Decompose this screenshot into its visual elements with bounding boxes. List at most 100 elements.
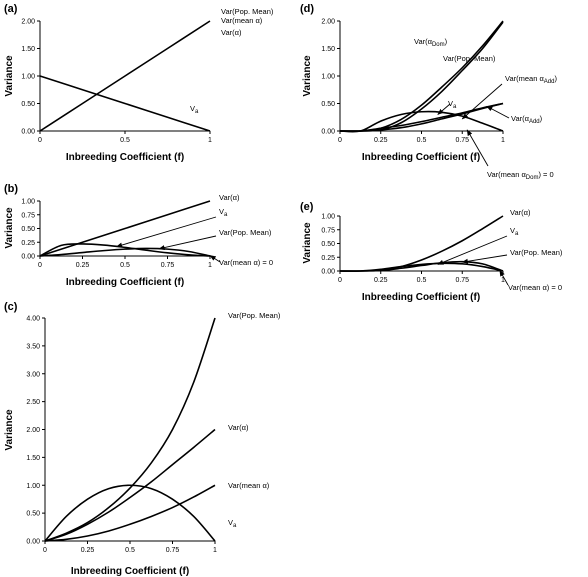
y-tick-label-e: 0.00 [321, 269, 335, 276]
annotation-d_ann_meandom: Var(mean αDom) = 0 [487, 170, 554, 181]
x-axis-label-b: Inbreeding Coefficient (f) [66, 277, 184, 288]
annotation-arrow-e_ann_meanzero [499, 269, 509, 286]
panel-label-a: (a) [4, 3, 18, 15]
panel-label-c: (c) [4, 301, 18, 313]
x-tick-label-a: 1 [208, 137, 212, 144]
y-tick-label-a: 1.50 [21, 46, 35, 53]
annotation-a_ann_meanalpha: Var(mean α) [221, 16, 263, 25]
y-axis-label-a: Variance [4, 55, 15, 97]
y-tick-label-e: 0.25 [321, 255, 335, 262]
x-tick-label-e: 0 [338, 277, 342, 284]
x-tick-label-c: 0 [43, 547, 47, 554]
x-tick-label-d: 0 [338, 137, 342, 144]
x-tick-label-a: 0 [38, 137, 42, 144]
series-line-b_popmean [39, 247, 211, 257]
annotation-b_ann_alpha: Var(α) [219, 193, 240, 202]
annotation-c_ann_alpha: Var(α) [228, 423, 249, 432]
series-line-e_popmean [339, 260, 504, 272]
y-tick-label-a: 0.00 [21, 129, 35, 136]
y-tick-label-b: 0.25 [21, 240, 35, 247]
annotation-c_ann_meanalpha: Var(mean α) [228, 481, 270, 490]
x-tick-label-d: 0.5 [417, 137, 427, 144]
x-tick-label-c: 0.25 [81, 547, 95, 554]
y-tick-label-b: 0.00 [21, 254, 35, 261]
x-tick-label-e: 0.5 [417, 277, 427, 284]
annotation-b_ann_popmean: Var(Pop. Mean) [219, 228, 272, 237]
y-tick-label-b: 0.75 [21, 212, 35, 219]
annotation-d_ann_popmean: Var(Pop. Mean) [443, 54, 496, 63]
annotation-arrow-d_ann_va [437, 103, 451, 115]
annotation-arrow-b_ann_meanzero [209, 255, 221, 263]
y-axis-label-d: Variance [302, 55, 313, 97]
series-line-c_va [44, 484, 216, 542]
x-tick-label-d: 0.25 [374, 137, 388, 144]
x-tick-label-b: 0.25 [76, 262, 90, 269]
y-tick-label-d: 0.00 [321, 129, 335, 136]
y-axis-label-c: Variance [4, 409, 15, 451]
annotation-arrow-b_ann_popmean [158, 235, 217, 251]
annotation-a_ann_va: Va [190, 104, 199, 115]
annotation-d_ann_alphaadd: Var(αAdd) [511, 114, 543, 125]
y-tick-label-b: 1.00 [21, 199, 35, 206]
y-tick-label-c: 2.50 [26, 399, 40, 406]
y-tick-label-c: 2.00 [26, 427, 40, 434]
annotation-arrow-d_ann_meandom [466, 129, 489, 167]
x-tick-label-e: 1 [501, 277, 505, 284]
series-line-a_va [39, 75, 211, 132]
series-line-a_rising [39, 20, 211, 132]
annotation-e_ann_va: Va [510, 226, 519, 237]
x-tick-label-c: 0.5 [125, 547, 135, 554]
annotation-arrow-e_ann_popmean [461, 254, 508, 264]
y-tick-label-a: 1.00 [21, 74, 35, 81]
y-tick-label-c: 3.50 [26, 343, 40, 350]
series-line-b_alpha [39, 200, 211, 257]
x-tick-label-a: 0.5 [120, 137, 130, 144]
x-tick-label-d: 1 [501, 137, 505, 144]
panel-label-b: (b) [4, 183, 18, 195]
annotation-c_ann_popmean: Var(Pop. Mean) [228, 311, 281, 320]
y-axis-label-e: Variance [302, 222, 313, 264]
annotation-d_ann_meanadd: Var(mean αAdd) [505, 74, 557, 85]
annotation-arrow-d_ann_meanadd [461, 83, 503, 120]
y-tick-label-c: 0.50 [26, 511, 40, 518]
x-tick-label-c: 1 [213, 547, 217, 554]
annotation-a_ann_popmean: Var(Pop. Mean) [221, 7, 274, 16]
y-tick-label-b: 0.50 [21, 226, 35, 233]
y-tick-label-c: 1.00 [26, 483, 40, 490]
y-tick-label-d: 2.00 [321, 19, 335, 26]
y-tick-label-d: 1.00 [321, 74, 335, 81]
panel-b: (b) 0.00 0.25 0.50 0.75 1.00 0 0.25 0.5 0.75 1 Inbr… [4, 183, 273, 288]
x-tick-label-b: 0 [38, 262, 42, 269]
x-tick-label-b: 1 [208, 262, 212, 269]
panel-e: (e) 0.00 0.25 0.50 0.75 1.00 0 0.25 0.5 0.75 1 Inbr… [300, 201, 563, 303]
y-tick-label-c: 0.00 [26, 539, 40, 546]
panel-label-e: (e) [300, 201, 314, 213]
y-tick-label-c: 1.50 [26, 455, 40, 462]
x-tick-label-b: 0.75 [161, 262, 175, 269]
series-line-c_popmean [44, 317, 216, 542]
series-line-d_va [339, 110, 504, 133]
y-tick-label-a: 0.50 [21, 101, 35, 108]
x-tick-label-e: 0.75 [455, 277, 469, 284]
x-axis-label-c: Inbreeding Coefficient (f) [71, 566, 189, 577]
x-tick-label-c: 0.75 [166, 547, 180, 554]
annotation-e_ann_meanzero: Var(mean α) = 0 [508, 283, 562, 292]
y-tick-label-e: 0.75 [321, 227, 335, 234]
series-line-c_alpha [44, 428, 216, 542]
x-axis-label-d: Inbreeding Coefficient (f) [362, 152, 480, 163]
annotation-c_ann_va: Va [228, 518, 237, 529]
annotation-d_ann_va: Va [448, 99, 457, 110]
panel-c: (c)0.000.501.001.502.002.503.003.504.000… [4, 301, 281, 577]
annotation-arrow-e_ann_va [437, 235, 508, 265]
y-tick-label-d: 1.50 [321, 46, 335, 53]
annotation-a_ann_alpha: Var(α) [221, 28, 242, 37]
panel-d: (d) 0.00 0.50 1.00 1.50 2.00 0 0.25 0.5 0.75 1 Inbr… [300, 3, 557, 181]
annotation-e_ann_alpha: Var(α) [510, 208, 531, 217]
x-axis-label-e: Inbreeding Coefficient (f) [362, 292, 480, 303]
x-tick-label-d: 0.75 [455, 137, 469, 144]
annotation-arrow-b_ann_va [115, 216, 217, 248]
x-tick-label-b: 0.5 [120, 262, 130, 269]
y-tick-label-c: 4.00 [26, 316, 40, 323]
panel-a: (a) 0.00 0.50 1.00 1.50 2.00 0 0.5 1 Inbreeding C… [4, 3, 274, 163]
